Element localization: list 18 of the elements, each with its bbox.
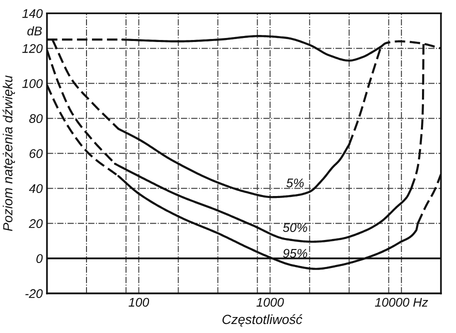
text: dB	[27, 26, 42, 36]
x-tick-label: 100	[128, 298, 150, 307]
y-tick-label: 40	[28, 184, 43, 194]
y-tick-label: 100	[22, 79, 43, 88]
y-tick-label: 0	[36, 254, 43, 264]
x-tick-label: 10000 Hz	[374, 298, 428, 307]
series-label: 95%	[283, 248, 308, 258]
x-axis-title: Częstotliwość	[222, 314, 302, 327]
y-tick-label: 120	[22, 44, 43, 53]
y-tick-label: 60	[30, 149, 43, 158]
y-tick-label: 20	[28, 219, 43, 228]
series-label: 5%	[286, 178, 304, 188]
y-tick-label: 80	[29, 114, 43, 123]
y-tick-label: -20	[25, 289, 43, 298]
y-axis-title: Poziom natężenia dźwięku	[2, 75, 15, 232]
y-tick-label: 140	[22, 9, 43, 18]
series-label: 50%	[282, 223, 308, 232]
x-tick-label: 1000	[256, 298, 284, 307]
